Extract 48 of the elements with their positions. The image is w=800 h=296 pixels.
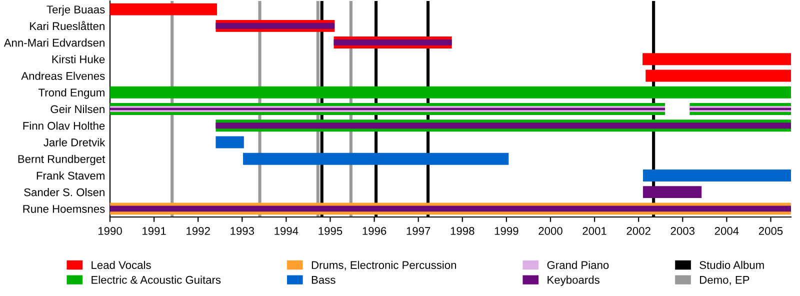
x-tick-label: 1993 (230, 227, 254, 235)
y-tick-label: Andreas Elvenes (21, 72, 105, 80)
bar (216, 122, 791, 129)
legend-label: Demo, EP (700, 276, 750, 286)
legend-label: Electric & Acoustic Guitars (92, 276, 221, 284)
legend-label: Keyboards (548, 276, 600, 286)
x-tick-label: 1998 (450, 227, 474, 235)
x-tick-label: 2003 (670, 227, 695, 235)
y-tick-label: Bernt Rundberget (18, 154, 106, 166)
x-tick-label: 2000 (538, 227, 562, 235)
bar (334, 40, 452, 46)
x-tick-label: 2004 (714, 227, 739, 235)
y-tick-label: Finn Olav Holthe (23, 122, 105, 130)
bar (110, 206, 791, 212)
bar (110, 3, 218, 16)
x-tick-label: 2001 (582, 227, 606, 235)
x-tick-label: 1994 (274, 227, 298, 235)
y-tick-label: Rune Hoemsnes (23, 205, 105, 213)
x-tick-label: 1999 (494, 227, 518, 235)
x-tick-label: 1997 (406, 227, 430, 235)
bar (243, 152, 509, 165)
y-tick-label: Trond Engum (38, 88, 104, 99)
bar (646, 70, 791, 82)
legend-label: Bass (312, 276, 336, 284)
y-tick-label: Frank Stavem (36, 171, 104, 180)
y-tick-label: Sander S. Olsen (24, 188, 104, 196)
y-tick-label: Geir Nilsen (50, 104, 104, 114)
bar (216, 22, 335, 29)
legend-label: Drums, Electronic Percussion (312, 260, 456, 270)
bar (642, 169, 791, 182)
x-tick-label: 2005 (758, 227, 783, 235)
y-tick-label: Jarle Dretvik (44, 138, 106, 146)
x-tick-label: 2002 (626, 227, 650, 235)
bar (642, 53, 791, 66)
y-tick-label: Kari Rueslåtten (30, 20, 104, 30)
x-tick-label: 1995 (318, 227, 342, 235)
legend-label: Grand Piano (547, 260, 609, 269)
y-tick-label: Kirsti Huke (52, 55, 105, 64)
legend-label: Lead Vocals (92, 260, 151, 269)
y-tick-label: Ann-Mari Edvardsen (4, 38, 104, 47)
bar (110, 86, 791, 98)
legend-label: Studio Album (700, 260, 764, 269)
x-tick-label: 1996 (362, 227, 386, 235)
x-tick-label: 1991 (142, 227, 166, 235)
bar (216, 136, 244, 148)
y-tick-label: Terje Buaas (46, 5, 105, 16)
x-tick-label: 1992 (186, 227, 210, 235)
x-tick-label: 1990 (98, 227, 122, 235)
